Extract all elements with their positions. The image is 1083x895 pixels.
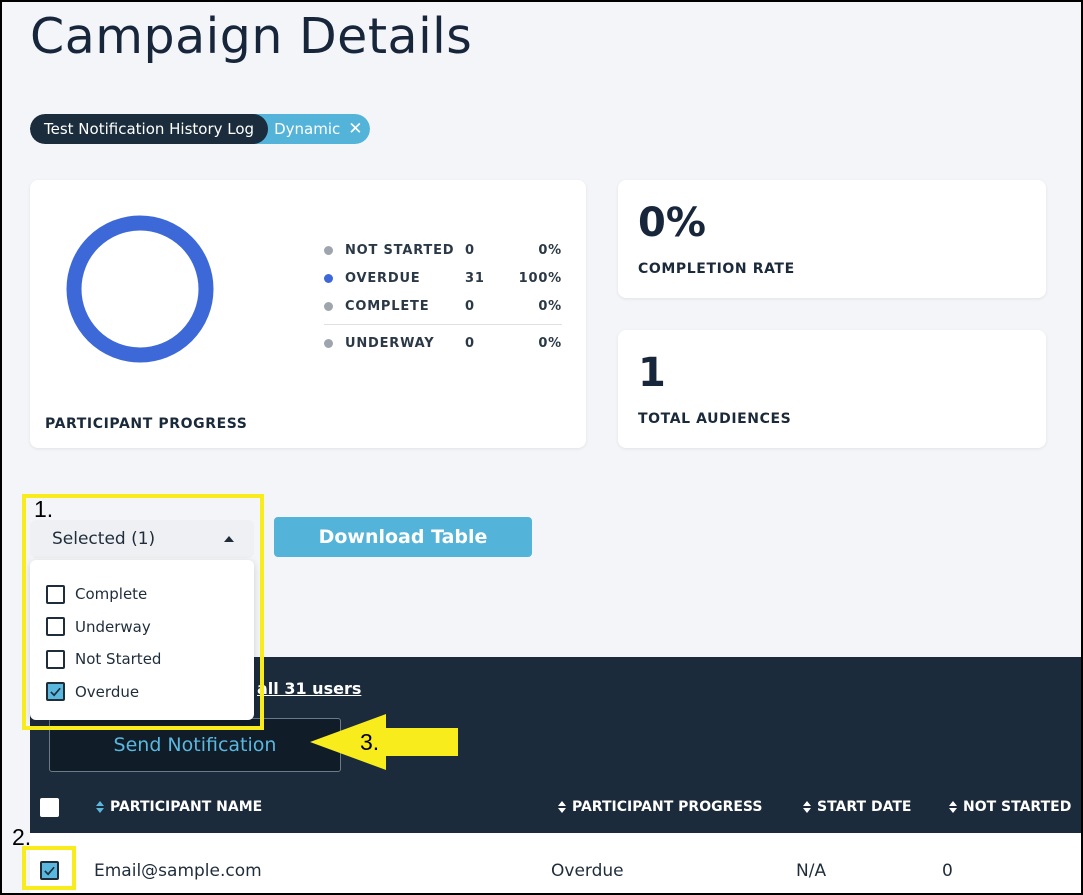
annotation-arrow-icon	[310, 714, 458, 770]
not-started-cell: 0	[942, 861, 953, 881]
caret-up-icon	[224, 536, 234, 542]
filter-option-complete[interactable]: Complete	[30, 578, 254, 611]
column-header-participant-name[interactable]: PARTICIPANT NAME	[96, 799, 262, 815]
total-audiences-card: 1 TOTAL AUDIENCES	[618, 330, 1046, 448]
breadcrumb-type-tag: Dynamic ✕	[252, 114, 371, 144]
sort-icon	[803, 801, 811, 813]
participant-name-cell: Email@sample.com	[94, 861, 262, 881]
progress-filter-dropdown[interactable]: Selected (1)	[30, 520, 254, 558]
legend-divider	[324, 324, 562, 325]
column-header-not-started[interactable]: NOT STARTED	[949, 799, 1071, 815]
legend-dot-icon	[324, 273, 333, 283]
sort-icon	[96, 801, 104, 813]
total-audiences-value: 1	[638, 350, 666, 396]
close-icon[interactable]: ✕	[348, 118, 363, 139]
checkbox[interactable]	[46, 584, 65, 604]
checkbox[interactable]	[46, 617, 65, 637]
select-all-users-link[interactable]: all 31 users	[257, 679, 362, 698]
filter-option-overdue[interactable]: Overdue	[30, 676, 254, 709]
sort-icon	[949, 801, 957, 813]
start-date-cell: N/A	[796, 861, 827, 881]
select-all-checkbox[interactable]	[40, 798, 59, 817]
completion-rate-label: COMPLETION RATE	[638, 261, 795, 277]
annotation-highlight-dropdown	[22, 494, 264, 730]
legend-dot-icon	[324, 301, 333, 311]
legend-item-underway: UNDERWAY 0 0%	[324, 329, 562, 357]
checkmark-icon	[50, 687, 61, 697]
breadcrumb: Test Notification History Log Dynamic ✕	[30, 114, 371, 144]
participant-progress-card: NOT STARTED 0 0% OVERDUE 31 100% COMPLET…	[30, 180, 586, 448]
completion-rate-card: 0% COMPLETION RATE	[618, 180, 1046, 298]
progress-filter-menu: Complete Underway Not Started Overdue	[30, 560, 254, 720]
legend-dot-icon	[324, 338, 333, 348]
progress-legend: NOT STARTED 0 0% OVERDUE 31 100% COMPLET…	[324, 236, 562, 357]
completion-rate-value: 0%	[638, 200, 706, 246]
participant-progress-label: PARTICIPANT PROGRESS	[45, 416, 248, 432]
breadcrumb-type-label: Dynamic	[274, 120, 341, 138]
progress-donut-chart	[66, 215, 214, 363]
legend-item-complete: COMPLETE 0 0%	[324, 292, 562, 320]
legend-item-not-started: NOT STARTED 0 0%	[324, 236, 562, 264]
checkbox[interactable]	[46, 649, 65, 669]
table-header: PARTICIPANT NAME PARTICIPANT PROGRESS ST…	[30, 790, 1083, 826]
filter-option-underway[interactable]: Underway	[30, 611, 254, 644]
row-checkbox-checked[interactable]	[40, 861, 59, 880]
sort-icon	[558, 801, 566, 813]
column-header-participant-progress[interactable]: PARTICIPANT PROGRESS	[558, 799, 762, 815]
page-title: Campaign Details	[30, 8, 473, 65]
checkmark-icon	[44, 866, 55, 876]
legend-dot-icon	[324, 245, 333, 255]
total-audiences-label: TOTAL AUDIENCES	[638, 411, 792, 427]
breadcrumb-campaign[interactable]: Test Notification History Log	[30, 114, 269, 144]
donut-ring	[66, 215, 214, 363]
dropdown-selected-label: Selected (1)	[52, 529, 156, 549]
annotation-number-3: 3.	[360, 729, 380, 755]
table-row: Email@sample.com Overdue N/A 0	[30, 833, 1083, 895]
download-table-button[interactable]: Download Table	[274, 517, 532, 557]
legend-item-overdue: OVERDUE 31 100%	[324, 264, 562, 292]
annotation-number-1: 1.	[34, 496, 54, 522]
column-header-start-date[interactable]: START DATE	[803, 799, 911, 815]
participant-progress-cell: Overdue	[551, 861, 624, 881]
annotation-number-2: 2.	[12, 824, 32, 850]
annotation-highlight-row-checkbox	[22, 846, 76, 890]
checkbox-checked[interactable]	[46, 682, 65, 702]
filter-option-not-started[interactable]: Not Started	[30, 643, 254, 676]
